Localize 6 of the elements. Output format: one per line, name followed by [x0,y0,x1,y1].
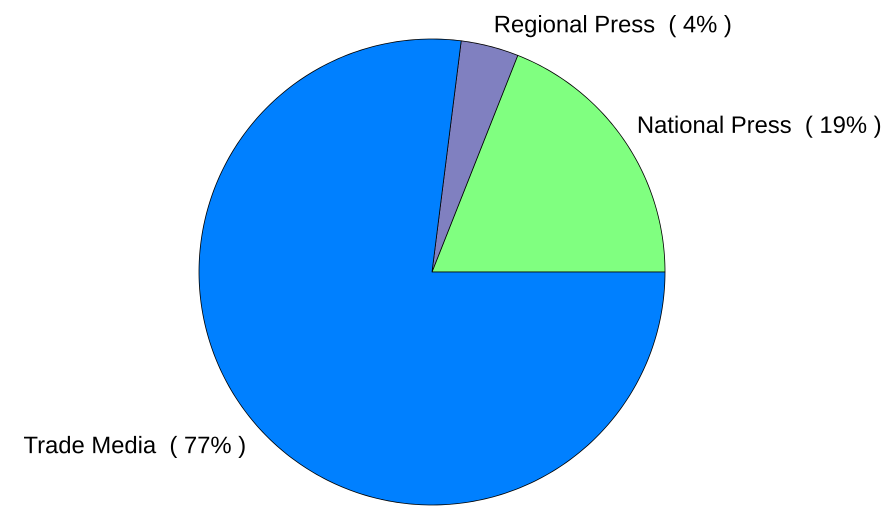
slice-label: National Press [638,116,791,134]
data-label: ( 4% ) [670,15,730,38]
data-label: ( 77% ) [170,436,245,458]
slice-label: Regional Press [496,15,654,38]
slice-label: Trade Media [24,436,156,454]
data-label: ( 19% ) [806,116,880,138]
